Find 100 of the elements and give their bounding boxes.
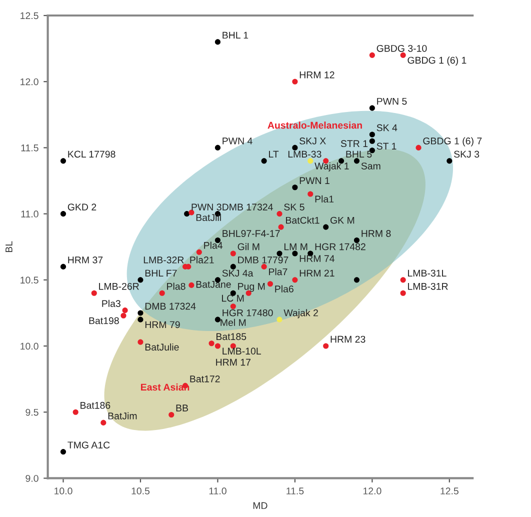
annotation: LMB-32R [144, 256, 184, 264]
annotation: GK M [330, 216, 354, 224]
annotation: Pla8 [167, 282, 186, 290]
annotation: HRM 8 [362, 230, 391, 237]
annotation: BatJulie [145, 343, 179, 351]
y-tick-label: 12.0 [20, 78, 38, 86]
point [138, 316, 144, 322]
annotation: Pla7 [269, 268, 288, 276]
annotation: LT [269, 150, 279, 158]
annotation: Wajak 1 [314, 162, 349, 172]
point [416, 144, 422, 150]
point [159, 290, 165, 296]
annotation: BatCkt1 [286, 216, 320, 224]
annotation: HGR 17482 [315, 243, 366, 250]
point [369, 132, 375, 138]
x-axis-title: MD [253, 502, 268, 509]
point [184, 211, 190, 217]
x-tick-label: 12.5 [440, 488, 458, 494]
point [261, 264, 267, 270]
point [196, 249, 202, 255]
point [278, 224, 284, 230]
point [354, 158, 360, 164]
point [188, 210, 194, 216]
annotation: Mel M [220, 318, 246, 326]
point [188, 282, 194, 288]
annotation: LMB-31R [408, 282, 448, 290]
point [292, 184, 298, 190]
y-tick-label: 9.5 [26, 408, 38, 416]
point [230, 304, 236, 310]
annotation: Pla4 [204, 242, 223, 249]
annotation: Bat185 [216, 333, 246, 340]
y-tick-label: 9.0 [26, 474, 38, 482]
point [60, 264, 66, 270]
point [308, 191, 314, 197]
annotation: DMB 17324 [222, 204, 273, 211]
point [168, 412, 174, 418]
annotation: Pla6 [275, 285, 294, 292]
annotation: PWN 4 [222, 138, 252, 144]
point [276, 316, 282, 322]
annotation: SKJ X [300, 138, 326, 144]
point [120, 312, 126, 318]
point [323, 343, 329, 349]
annotation: Australo-Melanesian [268, 122, 362, 129]
annotation: GKD 2 [68, 204, 96, 211]
annotation: HRM 37 [68, 256, 103, 264]
annotation: PWN 3 [192, 204, 222, 211]
annotation: SK 4 [376, 124, 398, 132]
point [138, 277, 144, 283]
annotation: Pla21 [190, 256, 214, 264]
point [292, 250, 298, 256]
point [354, 277, 360, 283]
point [60, 158, 66, 164]
annotation: DMB 17324 [145, 302, 196, 310]
annotation: LMB-10L [222, 348, 262, 355]
annotation: BatJim [108, 412, 137, 420]
x-tick-label: 11.0 [209, 488, 226, 494]
point [400, 52, 406, 58]
annotation: Gil M [238, 243, 260, 250]
point [323, 224, 329, 230]
annotation: HGR 17480 [222, 309, 273, 316]
point [60, 211, 66, 217]
point [261, 158, 267, 164]
annotation: PWN 5 [377, 98, 407, 105]
point [214, 39, 220, 45]
y-tick-label: 11.5 [21, 144, 38, 152]
annotation: Bat198 [89, 317, 119, 324]
annotation: KCL 17798 [68, 150, 116, 158]
point [276, 211, 282, 217]
annotation: ST 1 [376, 142, 396, 150]
annotation: Bat186 [80, 402, 110, 409]
annotation: Wajak 2 [284, 309, 318, 318]
y-tick-label: 10.0 [20, 342, 38, 350]
annotation: LC M [222, 294, 244, 302]
point [369, 52, 375, 58]
annotation: BB [176, 404, 188, 412]
annotation: BHL 1 [222, 32, 248, 39]
annotation: HRM 17 [216, 358, 250, 366]
point [446, 158, 452, 164]
point [214, 343, 220, 349]
annotation: LMB-26R [99, 282, 139, 290]
point [138, 310, 144, 316]
annotation: GBDG 1 (6) 1 [408, 56, 466, 66]
annotation: HRM 74 [300, 255, 334, 262]
annotation: BHL F7 [145, 270, 177, 277]
point [91, 290, 97, 296]
point [230, 264, 236, 270]
point [369, 105, 375, 111]
point [230, 250, 236, 256]
point [308, 158, 314, 164]
annotation: SKJ 3 [454, 150, 480, 158]
x-tick-label: 11.5 [286, 488, 304, 494]
point [72, 409, 78, 415]
annotation: HRM 21 [300, 270, 334, 277]
point [369, 138, 375, 144]
annotation: HRM 12 [300, 71, 334, 78]
point [292, 78, 298, 84]
point [214, 144, 220, 150]
x-tick-label: 12.0 [363, 488, 382, 494]
y-tick-label: 12.5 [20, 12, 38, 20]
x-tick-label: 10.5 [132, 488, 150, 494]
